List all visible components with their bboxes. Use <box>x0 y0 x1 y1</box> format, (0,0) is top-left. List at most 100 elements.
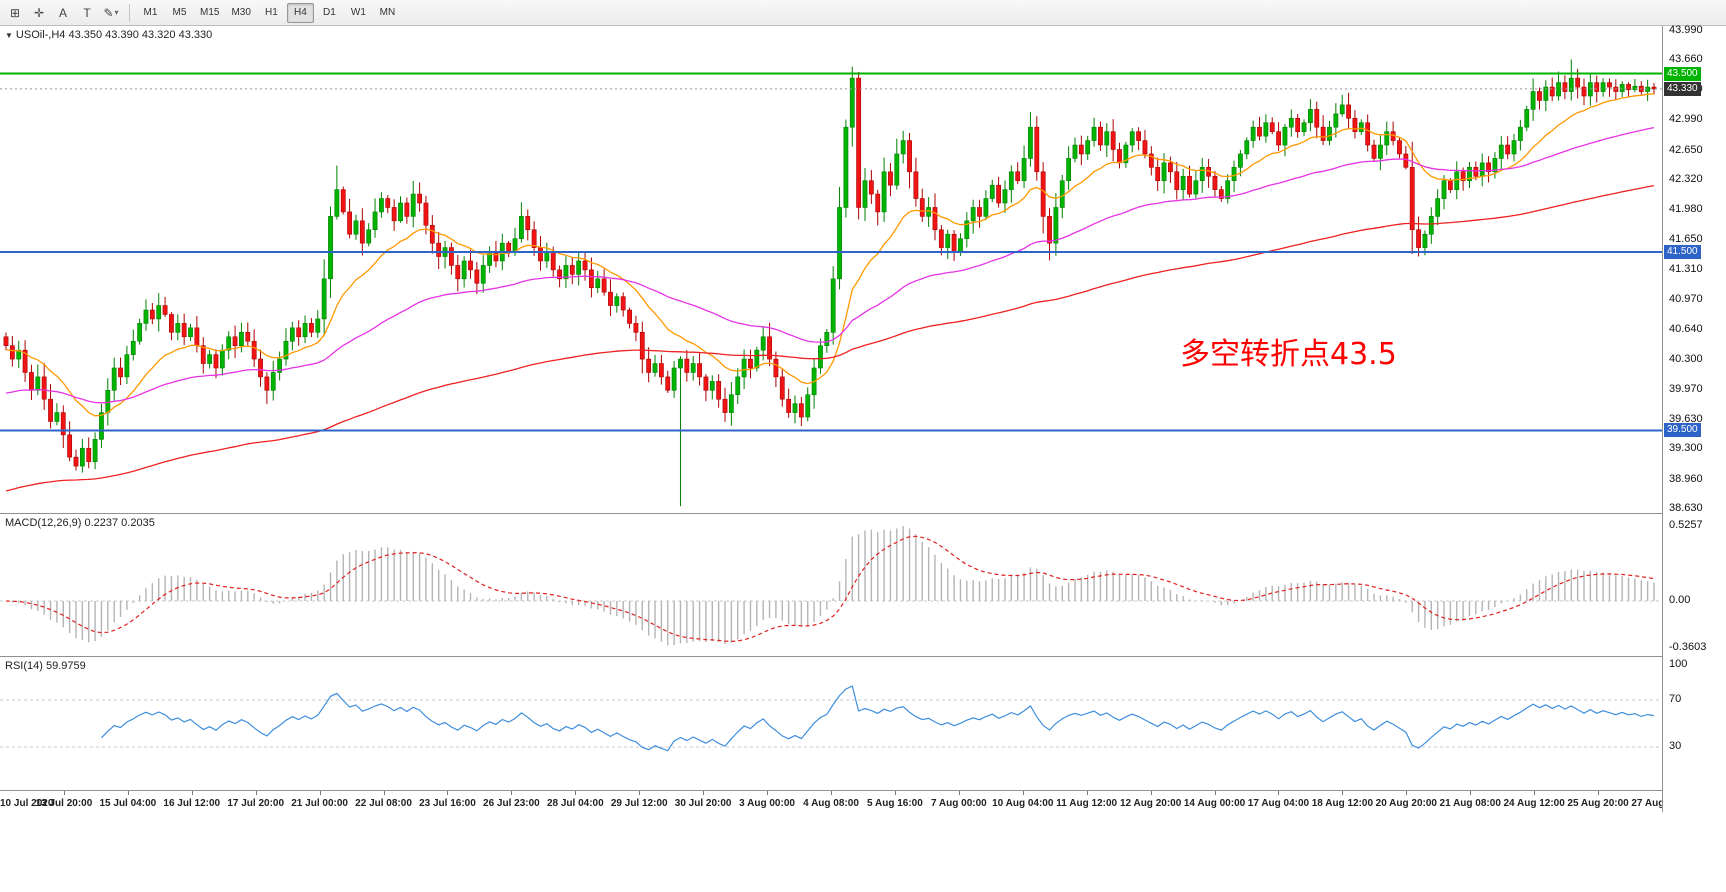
time-tick-label: 10 Aug 04:00 <box>992 798 1054 809</box>
time-tick-mark <box>575 791 577 795</box>
time-tick-label: 16 Jul 12:00 <box>163 798 221 809</box>
time-tick-mark <box>63 791 65 795</box>
price-tick-label: 42.320 <box>1669 172 1703 185</box>
current-price-tag: 43.330 <box>1664 81 1701 96</box>
time-tick-mark <box>191 791 193 795</box>
time-tick-mark <box>447 791 449 795</box>
collapse-icon[interactable]: ▼ <box>5 31 13 40</box>
price-tag-39.500: 39.500 <box>1664 423 1701 438</box>
time-tick-label: 14 Aug 00:00 <box>1183 798 1246 809</box>
candles-layer <box>3 59 1657 507</box>
time-tick-label: 18 Aug 12:00 <box>1311 798 1374 809</box>
time-tick-label: 29 Jul 12:00 <box>610 798 668 809</box>
timeframe-m5-button[interactable]: M5 <box>172 7 187 18</box>
chart-annotation: 多空转折点43.5 <box>1180 337 1397 372</box>
time-tick-mark <box>511 791 513 795</box>
time-tick-mark <box>1214 791 1216 795</box>
ma-fast-line <box>5 93 1655 417</box>
time-tick-label: 21 Jul 00:00 <box>291 798 348 809</box>
macd-histogram <box>11 526 1655 646</box>
time-tick-label: 5 Aug 16:00 <box>867 798 923 809</box>
price-tick-label: 40.970 <box>1669 293 1703 306</box>
price-tick-label: 39.300 <box>1669 442 1703 455</box>
timeframe-d1-button[interactable]: D1 <box>323 7 336 18</box>
ma-slow-line <box>5 184 1655 492</box>
price-chart-panel[interactable]: ▼ USOil-,H4 43.350 43.390 43.320 43.330 多… <box>0 26 1662 513</box>
price-tick-label: 38.630 <box>1669 502 1703 514</box>
time-tick-label: 7 Aug 00:00 <box>930 798 987 809</box>
timeframe-m1-button[interactable]: M1 <box>143 7 158 18</box>
price-tag-43.500: 43.500 <box>1664 66 1701 81</box>
candlestick-chart[interactable] <box>0 26 1662 513</box>
time-tick-mark <box>1406 791 1408 795</box>
timeframe-m15-button[interactable]: M15 <box>200 7 220 18</box>
timeframe-m30-button[interactable]: M30 <box>231 7 251 18</box>
time-tick-mark <box>255 791 257 795</box>
tool-button-group: ⊞ ✛ A T ✎ ▾ <box>4 3 122 23</box>
time-tick-label: 22 Jul 08:00 <box>355 798 412 809</box>
rsi-tick-label: 100 <box>1669 658 1688 670</box>
timeframe-mn-button[interactable]: MN <box>379 7 396 18</box>
time-tick-mark <box>894 791 896 795</box>
time-tick-label: 20 Aug 20:00 <box>1375 798 1437 809</box>
time-tick-label: 17 Aug 04:00 <box>1247 798 1310 809</box>
time-tick-label: 11 Aug 12:00 <box>1056 798 1118 809</box>
rsi-tick-label: 70 <box>1669 693 1682 706</box>
time-axis[interactable]: 10 Jul 2020 13 Jul 20:00 15 Jul 04:00 16 Ju… <box>0 790 1693 816</box>
time-tick-mark <box>1086 791 1088 795</box>
time-tick-label: 26 Jul 23:00 <box>483 798 540 809</box>
time-tick-label: 10 Jul 2020 <box>0 798 54 809</box>
time-tick-mark <box>1278 791 1280 795</box>
symbol-ohlc-readout: USOil-,H4 43.350 43.390 43.320 43.330 <box>15 29 213 41</box>
time-tick-mark <box>958 791 960 795</box>
price-tag-41.500: 41.500 <box>1664 245 1701 260</box>
price-tick-label: 39.630 <box>1669 412 1703 425</box>
rsi-tick-label: 30 <box>1669 739 1682 752</box>
toolbar: ⊞ ✛ A T ✎ ▾ M1 M5 M15 M30 H1 H4 D1 W1 MN <box>0 0 1726 26</box>
time-tick-mark <box>831 791 832 795</box>
time-tick-mark <box>319 791 321 795</box>
price-tick-label: 38.960 <box>1669 472 1703 485</box>
dropdown-caret-icon: ▾ <box>114 8 119 17</box>
time-tick-label: 4 Aug 08:00 <box>803 798 859 809</box>
time-tick-mark <box>1150 791 1152 795</box>
price-tick-label: 41.310 <box>1669 263 1703 275</box>
text-tool-button[interactable]: T <box>83 5 91 20</box>
timeframe-w1-button[interactable]: W1 <box>350 7 366 18</box>
price-tick-label: 42.990 <box>1669 113 1703 126</box>
time-tick-label: 15 Jul 04:00 <box>99 798 157 809</box>
macd-tick-label: -0.3603 <box>1669 641 1707 653</box>
price-tick-label: 43.660 <box>1669 53 1703 66</box>
drawing-tools-button[interactable]: ✎ ▾ <box>103 5 119 20</box>
timeframe-h4-button[interactable]: H4 <box>286 2 314 23</box>
timeframe-button-group: M1 M5 M15 M30 H1 H4 D1 W1 MN <box>137 2 401 23</box>
crosshair-tool-button[interactable]: ✛ <box>33 5 45 20</box>
moving-averages-layer <box>5 93 1655 492</box>
time-tick-label: 12 Aug 20:00 <box>1119 798 1182 809</box>
time-tick-mark <box>1534 791 1536 795</box>
time-tick-label: 21 Aug 08:00 <box>1439 798 1501 809</box>
macd-chart[interactable] <box>0 514 1662 656</box>
time-tick-mark <box>767 791 769 795</box>
time-tick-mark <box>1470 791 1472 795</box>
price-axis[interactable]: 43.990 43.660 43.330 42.990 42.650 42.320 41.9… <box>1662 24 1726 812</box>
timeframe-h1-button[interactable]: H1 <box>265 7 278 18</box>
text-annotation-tool-button[interactable]: A <box>58 5 67 20</box>
horizontal-lines-layer <box>0 72 1662 432</box>
macd-panel[interactable]: MACD(12,26,9) 0.2237 0.2035 <box>0 513 1662 656</box>
rsi-chart[interactable] <box>0 657 1662 790</box>
chart-window-button[interactable]: ⊞ <box>9 5 21 20</box>
time-tick-label: 30 Jul 20:00 <box>674 798 732 809</box>
price-tick-label: 42.650 <box>1669 143 1703 156</box>
rsi-panel[interactable]: RSI(14) 59.9759 <box>0 656 1662 790</box>
time-tick-mark <box>1342 791 1344 795</box>
time-tick-mark <box>127 791 129 795</box>
time-tick-label: 13 Jul 20:00 <box>35 798 93 809</box>
price-tick-label: 43.990 <box>1669 24 1703 36</box>
time-tick-mark <box>639 791 641 795</box>
time-tick-mark <box>1022 791 1024 795</box>
rsi-line <box>100 685 1655 752</box>
time-tick-mark <box>703 791 705 795</box>
toolbar-separator <box>129 3 130 22</box>
macd-header: MACD(12,26,9) 0.2237 0.2035 <box>5 517 155 529</box>
